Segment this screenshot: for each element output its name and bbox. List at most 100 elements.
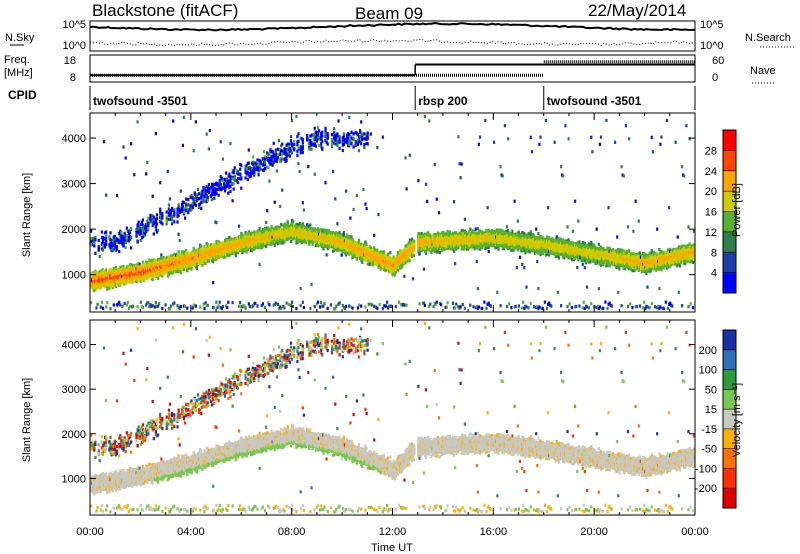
power-cell xyxy=(105,239,108,243)
power-cell xyxy=(240,186,243,190)
power-cell xyxy=(98,254,101,259)
power-cell xyxy=(203,195,206,199)
noise-right-label: N.Search xyxy=(745,32,791,44)
power-cell xyxy=(159,207,162,211)
power-cell xyxy=(105,193,108,197)
power-cell xyxy=(106,280,109,284)
power-cell xyxy=(215,188,218,192)
power-cell xyxy=(177,203,180,207)
power-cell xyxy=(182,210,186,215)
power-cell xyxy=(93,282,96,286)
noise-left-tick-bottom: 10^0 xyxy=(62,40,86,52)
power-cell xyxy=(110,246,113,250)
power-cell xyxy=(109,307,112,311)
power-cell xyxy=(146,160,149,164)
power-cell xyxy=(200,206,203,211)
power-cell xyxy=(177,232,180,236)
power-cell xyxy=(225,171,228,175)
power-cell xyxy=(95,287,98,291)
power-cell xyxy=(124,282,127,286)
power-cell xyxy=(187,203,190,207)
power-cell xyxy=(173,210,176,214)
power-cell xyxy=(109,231,112,235)
noise-right-tick-top: 10^5 xyxy=(700,19,724,31)
power-cell xyxy=(195,193,199,197)
freq-label-line2: [MHz] xyxy=(4,67,33,79)
power-cell xyxy=(127,306,130,311)
beam-title: Beam 09 xyxy=(355,4,423,23)
power-cell xyxy=(119,271,122,275)
power-cell xyxy=(197,188,200,192)
power-cell xyxy=(167,203,170,207)
power-cell xyxy=(106,276,109,280)
power-cell xyxy=(252,155,255,159)
power-cell xyxy=(124,156,127,160)
power-cell xyxy=(147,227,150,231)
power-cell xyxy=(212,281,215,285)
power-cell xyxy=(99,271,102,275)
power-cell xyxy=(136,120,139,124)
power-cell xyxy=(147,223,150,228)
power-cell xyxy=(166,169,169,173)
power-cell xyxy=(180,210,183,214)
power-cell xyxy=(184,216,187,220)
power-cell xyxy=(238,224,241,228)
freq-tick-bottom: 8 xyxy=(70,72,76,84)
power-cell xyxy=(90,236,93,241)
power-cell xyxy=(109,267,112,271)
power-cell xyxy=(133,276,136,280)
power-cell xyxy=(115,193,119,198)
power-cell xyxy=(97,247,100,252)
power-cell xyxy=(179,189,182,193)
power-cell xyxy=(213,196,216,200)
power-cell xyxy=(229,175,232,179)
power-cell xyxy=(154,301,157,305)
noise-left-label: N.Sky xyxy=(5,32,35,44)
power-cell xyxy=(115,247,119,251)
power-cell xyxy=(97,238,100,242)
power-cell xyxy=(178,238,181,243)
power-cell xyxy=(252,163,255,167)
power-cell xyxy=(231,199,234,203)
power-cell xyxy=(254,164,257,168)
power-cell xyxy=(217,187,220,191)
power-cell xyxy=(185,209,188,213)
power-cell xyxy=(198,197,201,201)
power-cell xyxy=(201,264,204,268)
station-title: Blackstone (fitACF) xyxy=(92,1,238,20)
power-cell xyxy=(99,279,102,283)
sky-noise-trace xyxy=(89,21,696,32)
power-cell xyxy=(203,199,206,203)
power-cell xyxy=(119,279,122,283)
power-cell xyxy=(122,242,125,246)
power-cell xyxy=(126,229,129,233)
power-cell xyxy=(90,243,93,247)
cpid-label: CPID xyxy=(8,88,37,102)
power-cell xyxy=(213,306,216,310)
power-cell xyxy=(171,217,174,221)
power-cell xyxy=(219,140,222,144)
power-cell xyxy=(105,305,108,309)
power-cell xyxy=(192,303,195,307)
power-cell xyxy=(232,187,235,191)
power-cell xyxy=(182,207,186,211)
power-cell xyxy=(103,140,106,144)
nave-tick-bottom: 0 xyxy=(712,72,718,84)
power-cell xyxy=(181,143,184,147)
power-cell xyxy=(90,229,93,233)
power-cell xyxy=(211,198,214,202)
power-cell xyxy=(124,245,127,249)
power-cell xyxy=(145,172,148,176)
power-cell xyxy=(169,304,173,308)
power-cell xyxy=(161,222,164,226)
power-cell xyxy=(153,305,156,309)
freq-tick-top: 18 xyxy=(64,55,76,67)
power-cell xyxy=(262,150,266,154)
power-cell xyxy=(130,246,133,250)
power-cell xyxy=(119,231,122,235)
power-cell xyxy=(245,250,248,254)
power-cell xyxy=(172,119,175,123)
power-cell xyxy=(152,215,155,219)
power-cell xyxy=(93,274,96,279)
cpid-panel: CPID twofsound -3501 rbsp 200 twofsound -3… xyxy=(8,86,696,110)
